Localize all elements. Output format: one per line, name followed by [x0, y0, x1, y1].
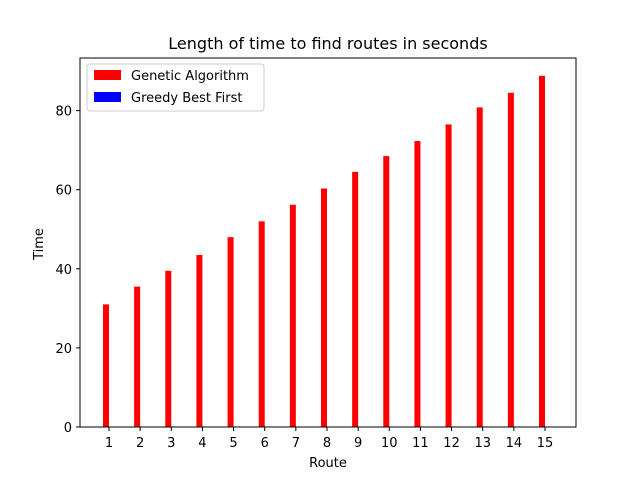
bar-genetic-9 — [352, 171, 359, 427]
bar-genetic-4 — [196, 254, 203, 427]
bars — [103, 75, 551, 428]
legend: Genetic Algorithm Greedy Best First — [86, 63, 265, 112]
legend-box — [86, 63, 265, 112]
bar-genetic-12 — [445, 124, 452, 427]
x-tick-label: 11 — [412, 436, 429, 451]
x-tick-label: 9 — [354, 436, 362, 451]
x-tick-label: 5 — [229, 436, 237, 451]
y-tick-label: 80 — [55, 105, 72, 120]
x-tick-label: 7 — [292, 436, 300, 451]
bar-genetic-2 — [134, 286, 141, 427]
y-tick-label: 20 — [55, 342, 72, 357]
bar-genetic-7 — [289, 204, 296, 427]
x-tick-label: 10 — [381, 436, 398, 451]
x-tick-label: 2 — [136, 436, 144, 451]
bar-genetic-14 — [507, 92, 514, 428]
x-tick-label: 4 — [198, 436, 206, 451]
bar-genetic-15 — [539, 75, 545, 428]
bar-genetic-11 — [414, 141, 421, 428]
bar-genetic-13 — [476, 107, 483, 427]
bar-genetic-3 — [165, 270, 172, 427]
bar-genetic-10 — [383, 156, 390, 427]
legend-swatch-genetic — [94, 70, 121, 80]
x-tick-label: 15 — [537, 436, 554, 451]
legend-label-greedy: Greedy Best First — [131, 91, 242, 106]
x-tick-label: 13 — [474, 436, 491, 451]
y-axis-label: Time — [32, 228, 47, 261]
bar-genetic-6 — [258, 221, 265, 427]
legend-swatch-greedy — [94, 92, 121, 102]
x-tick-label: 1 — [105, 436, 113, 451]
chart-title: Length of time to find routes in seconds — [168, 34, 487, 53]
bar-genetic-5 — [227, 237, 234, 427]
legend-label-genetic: Genetic Algorithm — [131, 69, 249, 84]
x-tick-label: 6 — [261, 436, 269, 451]
y-ticks: 0 20 40 60 80 — [55, 105, 80, 436]
x-tick-label: 14 — [506, 436, 523, 451]
x-tick-label: 8 — [323, 436, 331, 451]
y-tick-label: 0 — [64, 421, 72, 436]
x-tick-label: 12 — [443, 436, 460, 451]
y-tick-label: 40 — [55, 263, 72, 278]
x-tick-label: 3 — [167, 436, 175, 451]
plot-frame — [79, 57, 577, 428]
x-axis-label: Route — [309, 456, 347, 471]
y-tick-label: 60 — [55, 184, 72, 199]
x-ticks: 1 2 3 4 5 6 7 8 9 10 11 12 13 14 15 — [105, 427, 553, 451]
bar-genetic-1 — [103, 304, 109, 427]
bar-genetic-8 — [321, 188, 327, 427]
